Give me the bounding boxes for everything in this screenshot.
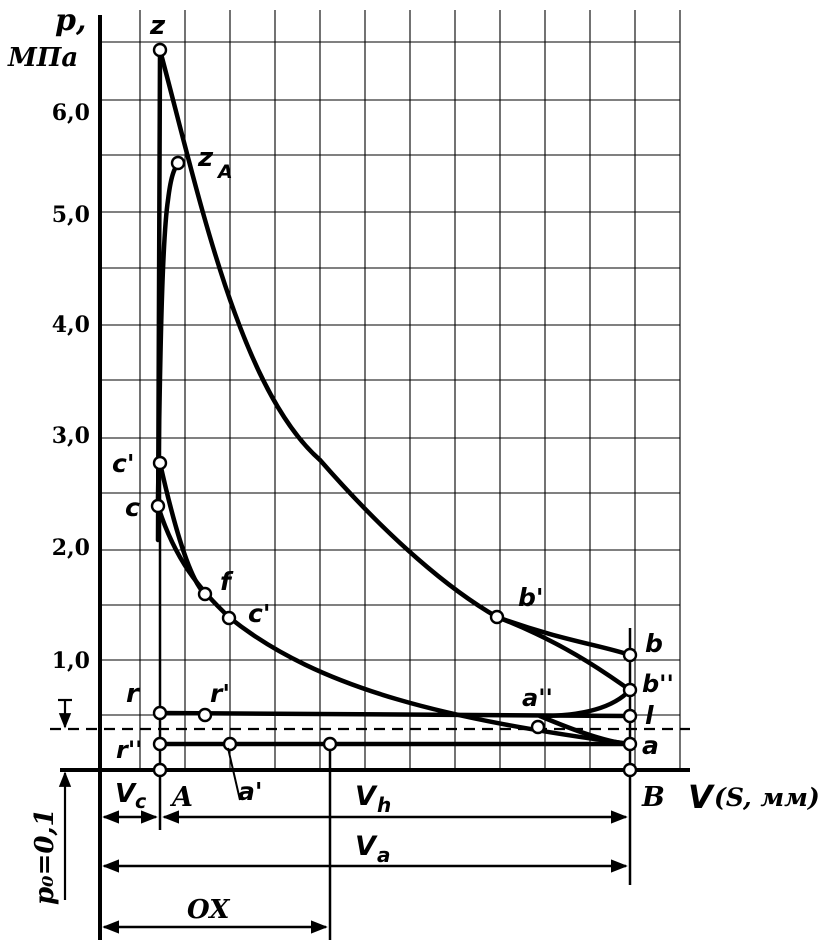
- p-axis-unit: МПа: [7, 43, 78, 73]
- point-c-prime: [152, 455, 168, 471]
- p0-label: p₀=0,1: [30, 808, 60, 905]
- y-tick-4: 4,0: [52, 312, 90, 338]
- a-prime-leader: [227, 747, 241, 801]
- point-b-double-prime: [622, 682, 638, 698]
- label-b: b: [645, 629, 663, 658]
- label-zA: z: [197, 143, 214, 173]
- point-ox: [322, 736, 338, 752]
- label-A: A: [169, 782, 193, 813]
- point-r-double-prime: [152, 736, 168, 752]
- point-A: [152, 762, 168, 778]
- y-tick-1: 1,0: [52, 648, 90, 674]
- label-r: r: [126, 679, 141, 709]
- rounded-combustion: [155, 160, 184, 503]
- label-zA-sub: A: [216, 161, 233, 183]
- point-l: [622, 708, 638, 724]
- point-b: [622, 647, 638, 663]
- grid: [100, 10, 681, 770]
- ox-label: OX: [187, 895, 231, 925]
- exhaust-blowdown: [494, 614, 633, 719]
- vc-label: V: [115, 779, 137, 809]
- point-zA: [170, 155, 186, 171]
- point-r: [152, 705, 168, 721]
- y-tick-2: 2,0: [52, 535, 90, 561]
- label-r-double-prime: r'': [116, 736, 143, 764]
- label-c-prime: c': [112, 449, 134, 478]
- point-c-double-prime: [221, 610, 237, 626]
- vc-label-sub: c: [135, 791, 147, 813]
- label-B: B: [641, 782, 665, 813]
- label-a-double-prime: a'': [522, 684, 553, 712]
- point-markers: [150, 42, 638, 778]
- point-b-prime: [489, 609, 505, 625]
- point-z: [152, 42, 168, 58]
- vh-label-sub: h: [377, 793, 391, 817]
- v-axis-symbol: V: [688, 778, 715, 816]
- y-tick-3: 3,0: [52, 423, 90, 449]
- label-c-double-prime: c': [248, 599, 270, 628]
- point-a-double-prime: [530, 719, 546, 735]
- expansion-curve: [157, 47, 633, 658]
- point-a: [622, 736, 638, 752]
- point-c: [150, 498, 166, 514]
- point-a-prime: [222, 736, 238, 752]
- v-axis-unit: (S, мм): [714, 783, 820, 812]
- p-axis-symbol: p,: [55, 3, 86, 38]
- vh-label: V: [355, 781, 378, 812]
- compression-main: [155, 503, 633, 747]
- label-f: f: [220, 567, 234, 596]
- compression-alt: [157, 460, 208, 597]
- label-z: z: [149, 11, 166, 41]
- label-a-prime: a': [238, 777, 263, 806]
- y-tick-6: 6,0: [52, 100, 90, 126]
- label-b-double-prime: b'': [642, 670, 674, 698]
- cycle-curves: [155, 47, 633, 747]
- va-label-sub: a: [377, 843, 391, 867]
- label-a: a: [642, 731, 659, 760]
- label-l: l: [645, 701, 654, 730]
- label-b-prime: b': [518, 583, 544, 612]
- point-r-prime: [197, 707, 213, 723]
- label-c: c: [125, 493, 140, 522]
- point-f: [197, 586, 213, 602]
- va-label: V: [355, 831, 378, 862]
- y-tick-5: 5,0: [52, 202, 90, 228]
- point-B: [622, 762, 638, 778]
- label-r-prime: r': [210, 679, 230, 708]
